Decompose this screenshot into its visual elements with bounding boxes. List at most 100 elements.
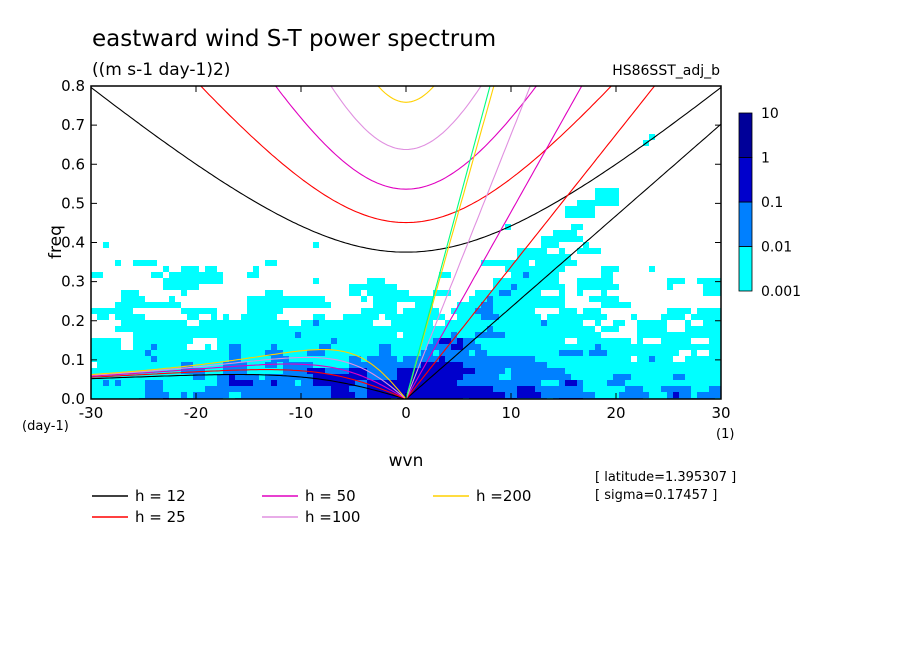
power-cell — [643, 368, 649, 374]
power-cell — [397, 290, 403, 296]
power-cell — [613, 302, 619, 308]
power-cell — [571, 320, 577, 326]
power-cell — [121, 392, 127, 398]
power-cell — [613, 374, 619, 380]
power-cell — [403, 386, 409, 392]
power-cell — [349, 380, 355, 386]
power-cell — [589, 314, 595, 320]
power-cell — [409, 356, 415, 362]
power-cell — [523, 380, 529, 386]
power-cell — [103, 338, 109, 344]
power-cell — [235, 344, 241, 350]
power-cell — [595, 374, 601, 380]
power-cell — [493, 326, 499, 332]
power-cell — [151, 392, 157, 398]
power-cell — [553, 380, 559, 386]
power-cell — [121, 296, 127, 302]
power-cell — [553, 266, 559, 272]
power-cell — [589, 206, 595, 212]
power-cell — [241, 314, 247, 320]
power-cell — [163, 350, 169, 356]
power-cell — [511, 278, 517, 284]
power-cell — [451, 338, 457, 344]
power-cell — [337, 374, 343, 380]
power-cell — [553, 338, 559, 344]
power-cell — [673, 314, 679, 320]
power-cell — [301, 338, 307, 344]
power-cell — [247, 272, 253, 278]
power-cell — [439, 380, 445, 386]
power-cell — [457, 368, 463, 374]
latitude-annotation: [ latitude=1.395307 ] — [595, 470, 736, 485]
power-cell — [577, 278, 583, 284]
power-cell — [319, 392, 325, 398]
power-cell — [541, 356, 547, 362]
power-cell — [559, 236, 565, 242]
power-cell — [517, 314, 523, 320]
power-cell — [499, 308, 505, 314]
power-cell — [379, 284, 385, 290]
power-cell — [553, 278, 559, 284]
power-cell — [703, 344, 709, 350]
power-cell — [613, 326, 619, 332]
power-cell — [571, 260, 577, 266]
power-cell — [709, 368, 715, 374]
power-cell — [97, 368, 103, 374]
power-cell — [709, 284, 715, 290]
power-cell — [283, 326, 289, 332]
gravity-wave-curve — [274, 86, 538, 190]
power-cell — [601, 284, 607, 290]
power-cell — [697, 362, 703, 368]
power-cell — [589, 368, 595, 374]
power-cell — [655, 380, 661, 386]
power-cell — [211, 350, 217, 356]
power-cell — [433, 374, 439, 380]
power-cell — [493, 284, 499, 290]
power-cell — [643, 350, 649, 356]
power-cell — [277, 386, 283, 392]
power-cell — [481, 260, 487, 266]
power-cell — [133, 344, 139, 350]
power-cell — [505, 368, 511, 374]
power-cell — [373, 284, 379, 290]
power-cell — [475, 296, 481, 302]
power-cell — [169, 326, 175, 332]
power-cell — [385, 338, 391, 344]
power-cell — [181, 332, 187, 338]
power-cell — [577, 350, 583, 356]
power-cell — [481, 392, 487, 398]
power-cell — [613, 380, 619, 386]
power-cell — [685, 386, 691, 392]
power-cell — [487, 356, 493, 362]
power-cell — [325, 326, 331, 332]
power-cell — [241, 326, 247, 332]
power-cell — [343, 326, 349, 332]
power-cell — [517, 320, 523, 326]
power-cell — [253, 392, 259, 398]
power-cell — [103, 308, 109, 314]
power-cell — [529, 248, 535, 254]
power-cell — [511, 326, 517, 332]
power-cell — [619, 356, 625, 362]
power-cell — [517, 380, 523, 386]
power-cell — [325, 392, 331, 398]
power-cell — [205, 392, 211, 398]
power-cell — [535, 332, 541, 338]
power-cell — [247, 302, 253, 308]
power-cell — [565, 308, 571, 314]
power-cell — [313, 356, 319, 362]
power-cell — [511, 266, 517, 272]
power-cell — [577, 326, 583, 332]
power-cell — [637, 392, 643, 398]
power-cell — [175, 374, 181, 380]
power-cell — [499, 260, 505, 266]
power-cell — [307, 302, 313, 308]
power-cell — [127, 320, 133, 326]
power-cell — [169, 302, 175, 308]
power-cell — [271, 314, 277, 320]
power-cell — [313, 320, 319, 326]
power-cell — [589, 212, 595, 218]
power-cell — [505, 350, 511, 356]
power-cell — [673, 308, 679, 314]
power-cell — [295, 302, 301, 308]
